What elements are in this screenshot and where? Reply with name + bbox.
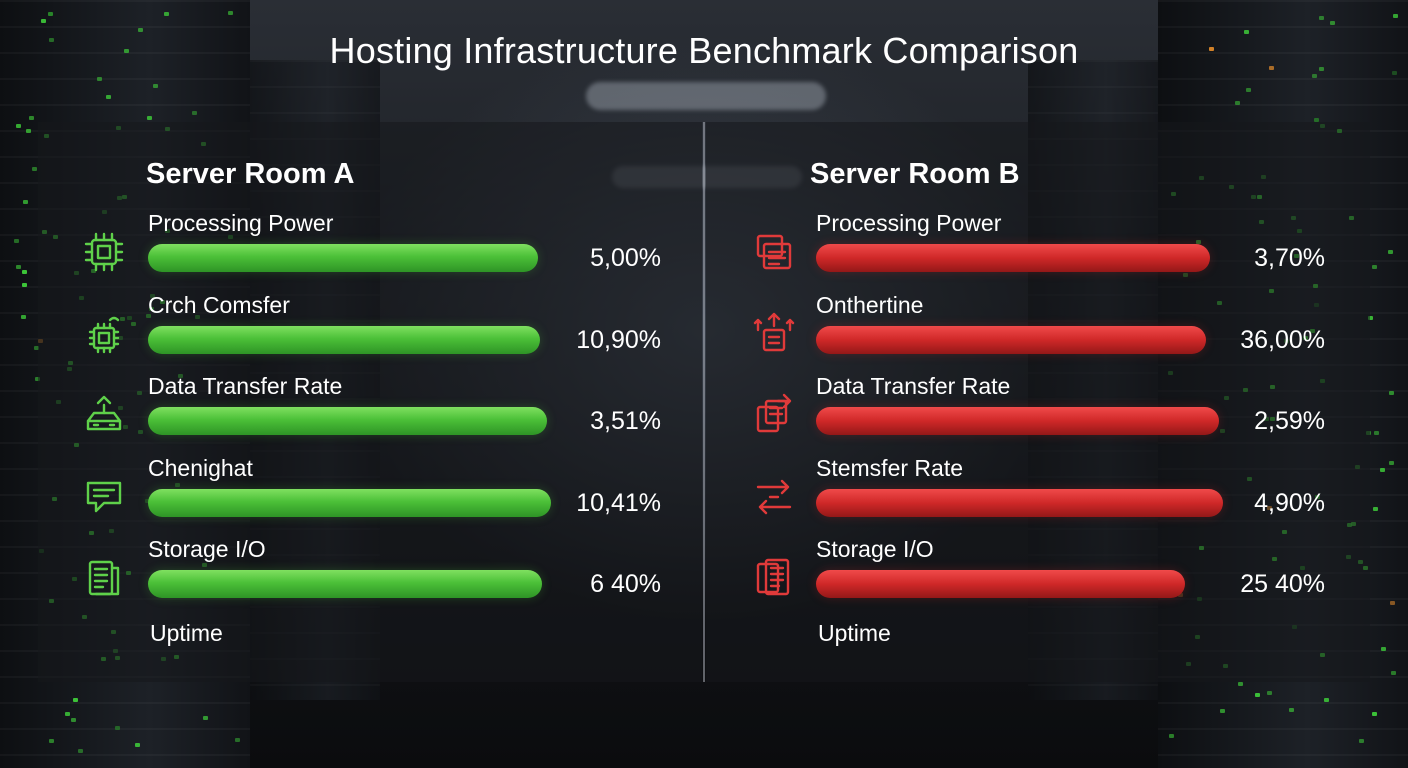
- room-b-metric-label: Data Transfer Rate: [816, 373, 1011, 399]
- room-a-uptime-label: Uptime: [150, 620, 223, 646]
- room-a-title: Server Room A: [146, 158, 355, 190]
- room-a-bar: [148, 570, 542, 598]
- swap-arrows-icon: [750, 473, 798, 521]
- panel-divider: [703, 122, 705, 682]
- room-a-bar: [148, 244, 538, 272]
- room-a-value-label: 3,51%: [590, 407, 661, 435]
- room-b-metric-label: Processing Power: [816, 210, 1002, 236]
- room-a-metric-label: Data Transfer Rate: [148, 373, 343, 399]
- chart-title: Hosting Infrastructure Benchmark Compari…: [329, 30, 1079, 71]
- network-router-icon: [80, 391, 128, 439]
- room-b-metric-label: Storage I/O: [816, 536, 934, 562]
- document-copy-icon: [750, 554, 798, 602]
- room-b-uptime-label: Uptime: [818, 620, 891, 646]
- room-b-title: Server Room B: [810, 158, 1020, 190]
- room-b-metric-label: Onthertine: [816, 291, 924, 318]
- room-b-value-label: 3,70%: [1254, 244, 1325, 272]
- room-b-bar: [816, 325, 1206, 354]
- room-b-bar: [816, 488, 1223, 517]
- room-a-metric-label: Crch Comsfer: [148, 291, 290, 318]
- room-b-bar: [816, 570, 1185, 598]
- room-a-bar: [148, 488, 551, 517]
- chip-antenna-icon: [80, 310, 128, 358]
- room-b-value-label: 2,59%: [1254, 407, 1325, 435]
- cpu-chip-icon: [80, 228, 128, 276]
- ceiling-light: [586, 82, 826, 110]
- room-a-metric-label: Storage I/O: [148, 536, 266, 562]
- room-b-value-label: 25 40%: [1240, 570, 1325, 598]
- room-a-value-label: 5,00%: [590, 244, 661, 272]
- room-b-value-label: 36,00%: [1240, 325, 1325, 354]
- room-a-metric-label: Processing Power: [148, 210, 334, 236]
- room-b-bar: [816, 244, 1210, 272]
- room-a-metric-label: Chenighat: [148, 454, 253, 481]
- transfer-files-icon: [750, 391, 798, 439]
- room-a-value-label: 10,90%: [576, 325, 661, 354]
- document-list-icon: [80, 554, 128, 602]
- chat-bubble-icon: [80, 473, 128, 521]
- room-b-bar: [816, 407, 1219, 435]
- room-a-value-label: 6 40%: [590, 570, 661, 598]
- room-a-bar: [148, 407, 547, 435]
- room-a-bar: [148, 325, 540, 354]
- room-b-value-label: 4,90%: [1254, 488, 1325, 517]
- stacked-servers-icon: [750, 228, 798, 276]
- room-b-metric-label: Stemsfer Rate: [816, 454, 963, 481]
- room-a-value-label: 10,41%: [576, 488, 661, 517]
- upload-arrows-icon: [750, 310, 798, 358]
